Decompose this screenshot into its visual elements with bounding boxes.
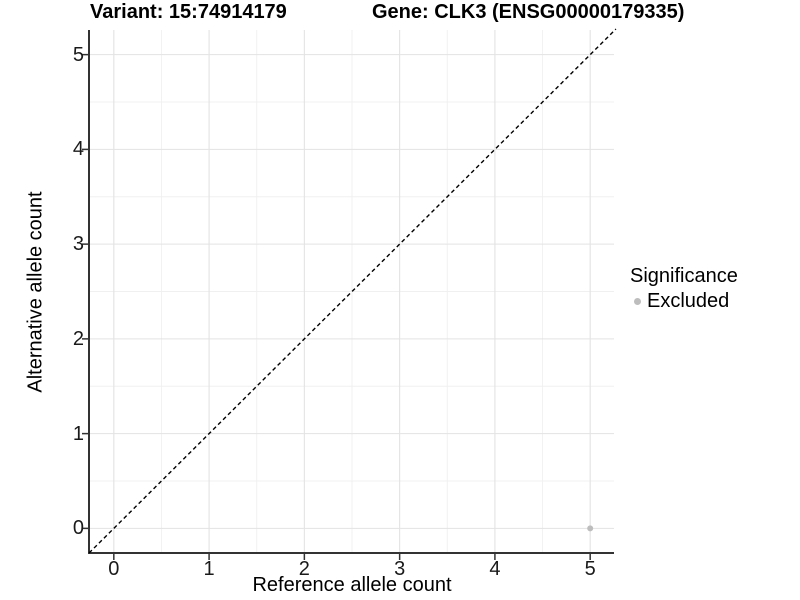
y-axis-title: Alternative allele count — [24, 191, 47, 393]
identity-dashed-line — [88, 28, 617, 554]
plot-title-variant: Variant: 15:74914179 — [90, 1, 287, 23]
legend-title: Significance — [630, 265, 738, 287]
x-tick-label: 0 — [108, 558, 120, 580]
y-tick-label: 0 — [72, 517, 84, 540]
x-tick-label: 3 — [394, 558, 406, 580]
plot-title-gene: Gene: CLK3 (ENSG00000179335) — [372, 1, 685, 23]
legend-entry-excluded: Excluded — [630, 289, 738, 313]
x-axis-title: Reference allele count — [252, 574, 452, 596]
x-tick-label: 5 — [584, 558, 596, 580]
x-tick-label: 2 — [298, 558, 310, 580]
legend-point-icon — [634, 297, 641, 305]
x-tick-label: 1 — [203, 558, 215, 580]
legend-entry-label: Excluded — [647, 290, 730, 312]
y-tick-label: 4 — [72, 138, 84, 161]
y-tick-label: 5 — [72, 43, 84, 66]
y-tick-label: 1 — [72, 422, 84, 445]
y-tick-label: 3 — [72, 233, 84, 256]
y-tick-label: 2 — [72, 327, 84, 350]
x-tick-label: 4 — [489, 558, 501, 580]
legend: Significance Excluded — [630, 264, 738, 313]
data-point — [587, 525, 594, 532]
